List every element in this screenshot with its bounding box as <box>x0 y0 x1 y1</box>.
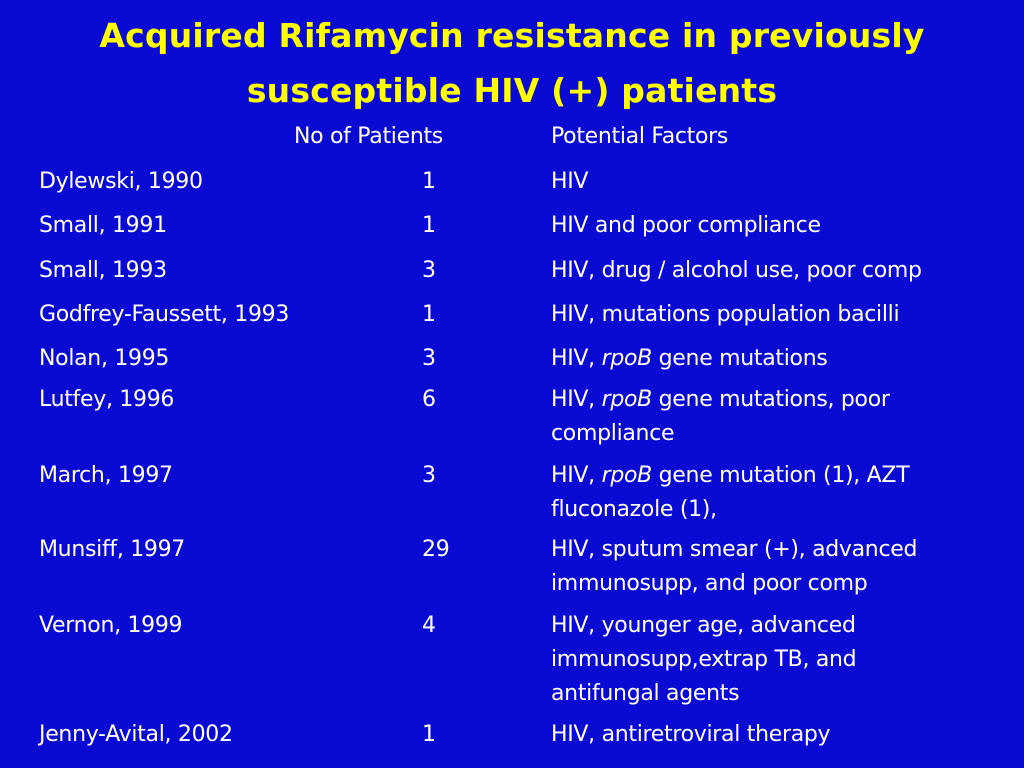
slide-title-line-1: Acquired Rifamycin resistance in previou… <box>99 16 925 55</box>
row-reference: Jenny-Avital, 2002 <box>39 722 233 747</box>
slide-title: Acquired Rifamycin resistance in previou… <box>0 8 1024 118</box>
row-reference: Small, 1991 <box>39 213 167 238</box>
row-patients: 3 <box>422 463 436 488</box>
row-patients: 4 <box>422 613 436 638</box>
row-factors: HIV, mutations population bacilli <box>551 302 900 327</box>
row-reference: Dylewski, 1990 <box>39 169 203 194</box>
row-patients: 3 <box>422 258 436 283</box>
header-factors: Potential Factors <box>551 124 729 149</box>
row-reference: March, 1997 <box>39 463 173 488</box>
row-patients: 3 <box>422 346 436 371</box>
row-factors: HIV, sputum smear (+), advanced immunosu… <box>551 537 918 596</box>
gene-name: rpoB <box>601 463 653 488</box>
row-factors: HIV, rpoB gene mutations, poor complianc… <box>551 387 890 446</box>
row-patients: 6 <box>422 387 436 412</box>
row-factors: HIV, younger age, advanced immunosupp,ex… <box>551 613 857 706</box>
row-factors: HIV, rpoB gene mutation (1), AZT flucona… <box>551 463 910 522</box>
slide-title-line-2: susceptible HIV (+) patients <box>246 71 778 110</box>
row-factors: HIV, rpoB gene mutations <box>551 346 828 371</box>
row-reference: Godfrey-Faussett, 1993 <box>39 302 290 327</box>
row-reference: Lutfey, 1996 <box>39 387 175 412</box>
row-reference: Nolan, 1995 <box>39 346 170 371</box>
row-patients: 1 <box>422 302 436 327</box>
row-reference: Vernon, 1999 <box>39 613 183 638</box>
row-factors: HIV and poor compliance <box>551 213 821 238</box>
header-patients: No of Patients <box>294 124 443 149</box>
row-factors: HIV, drug / alcohol use, poor comp <box>551 258 922 283</box>
row-patients: 1 <box>422 169 436 194</box>
row-factors: HIV <box>551 169 589 194</box>
row-reference: Munsiff, 1997 <box>39 537 186 562</box>
row-factors: HIV, antiretroviral therapy <box>551 722 831 747</box>
gene-name: rpoB <box>601 346 653 371</box>
row-reference: Small, 1993 <box>39 258 167 283</box>
row-patients: 29 <box>422 537 450 562</box>
row-patients: 1 <box>422 213 436 238</box>
row-patients: 1 <box>422 722 436 747</box>
gene-name: rpoB <box>601 387 653 412</box>
